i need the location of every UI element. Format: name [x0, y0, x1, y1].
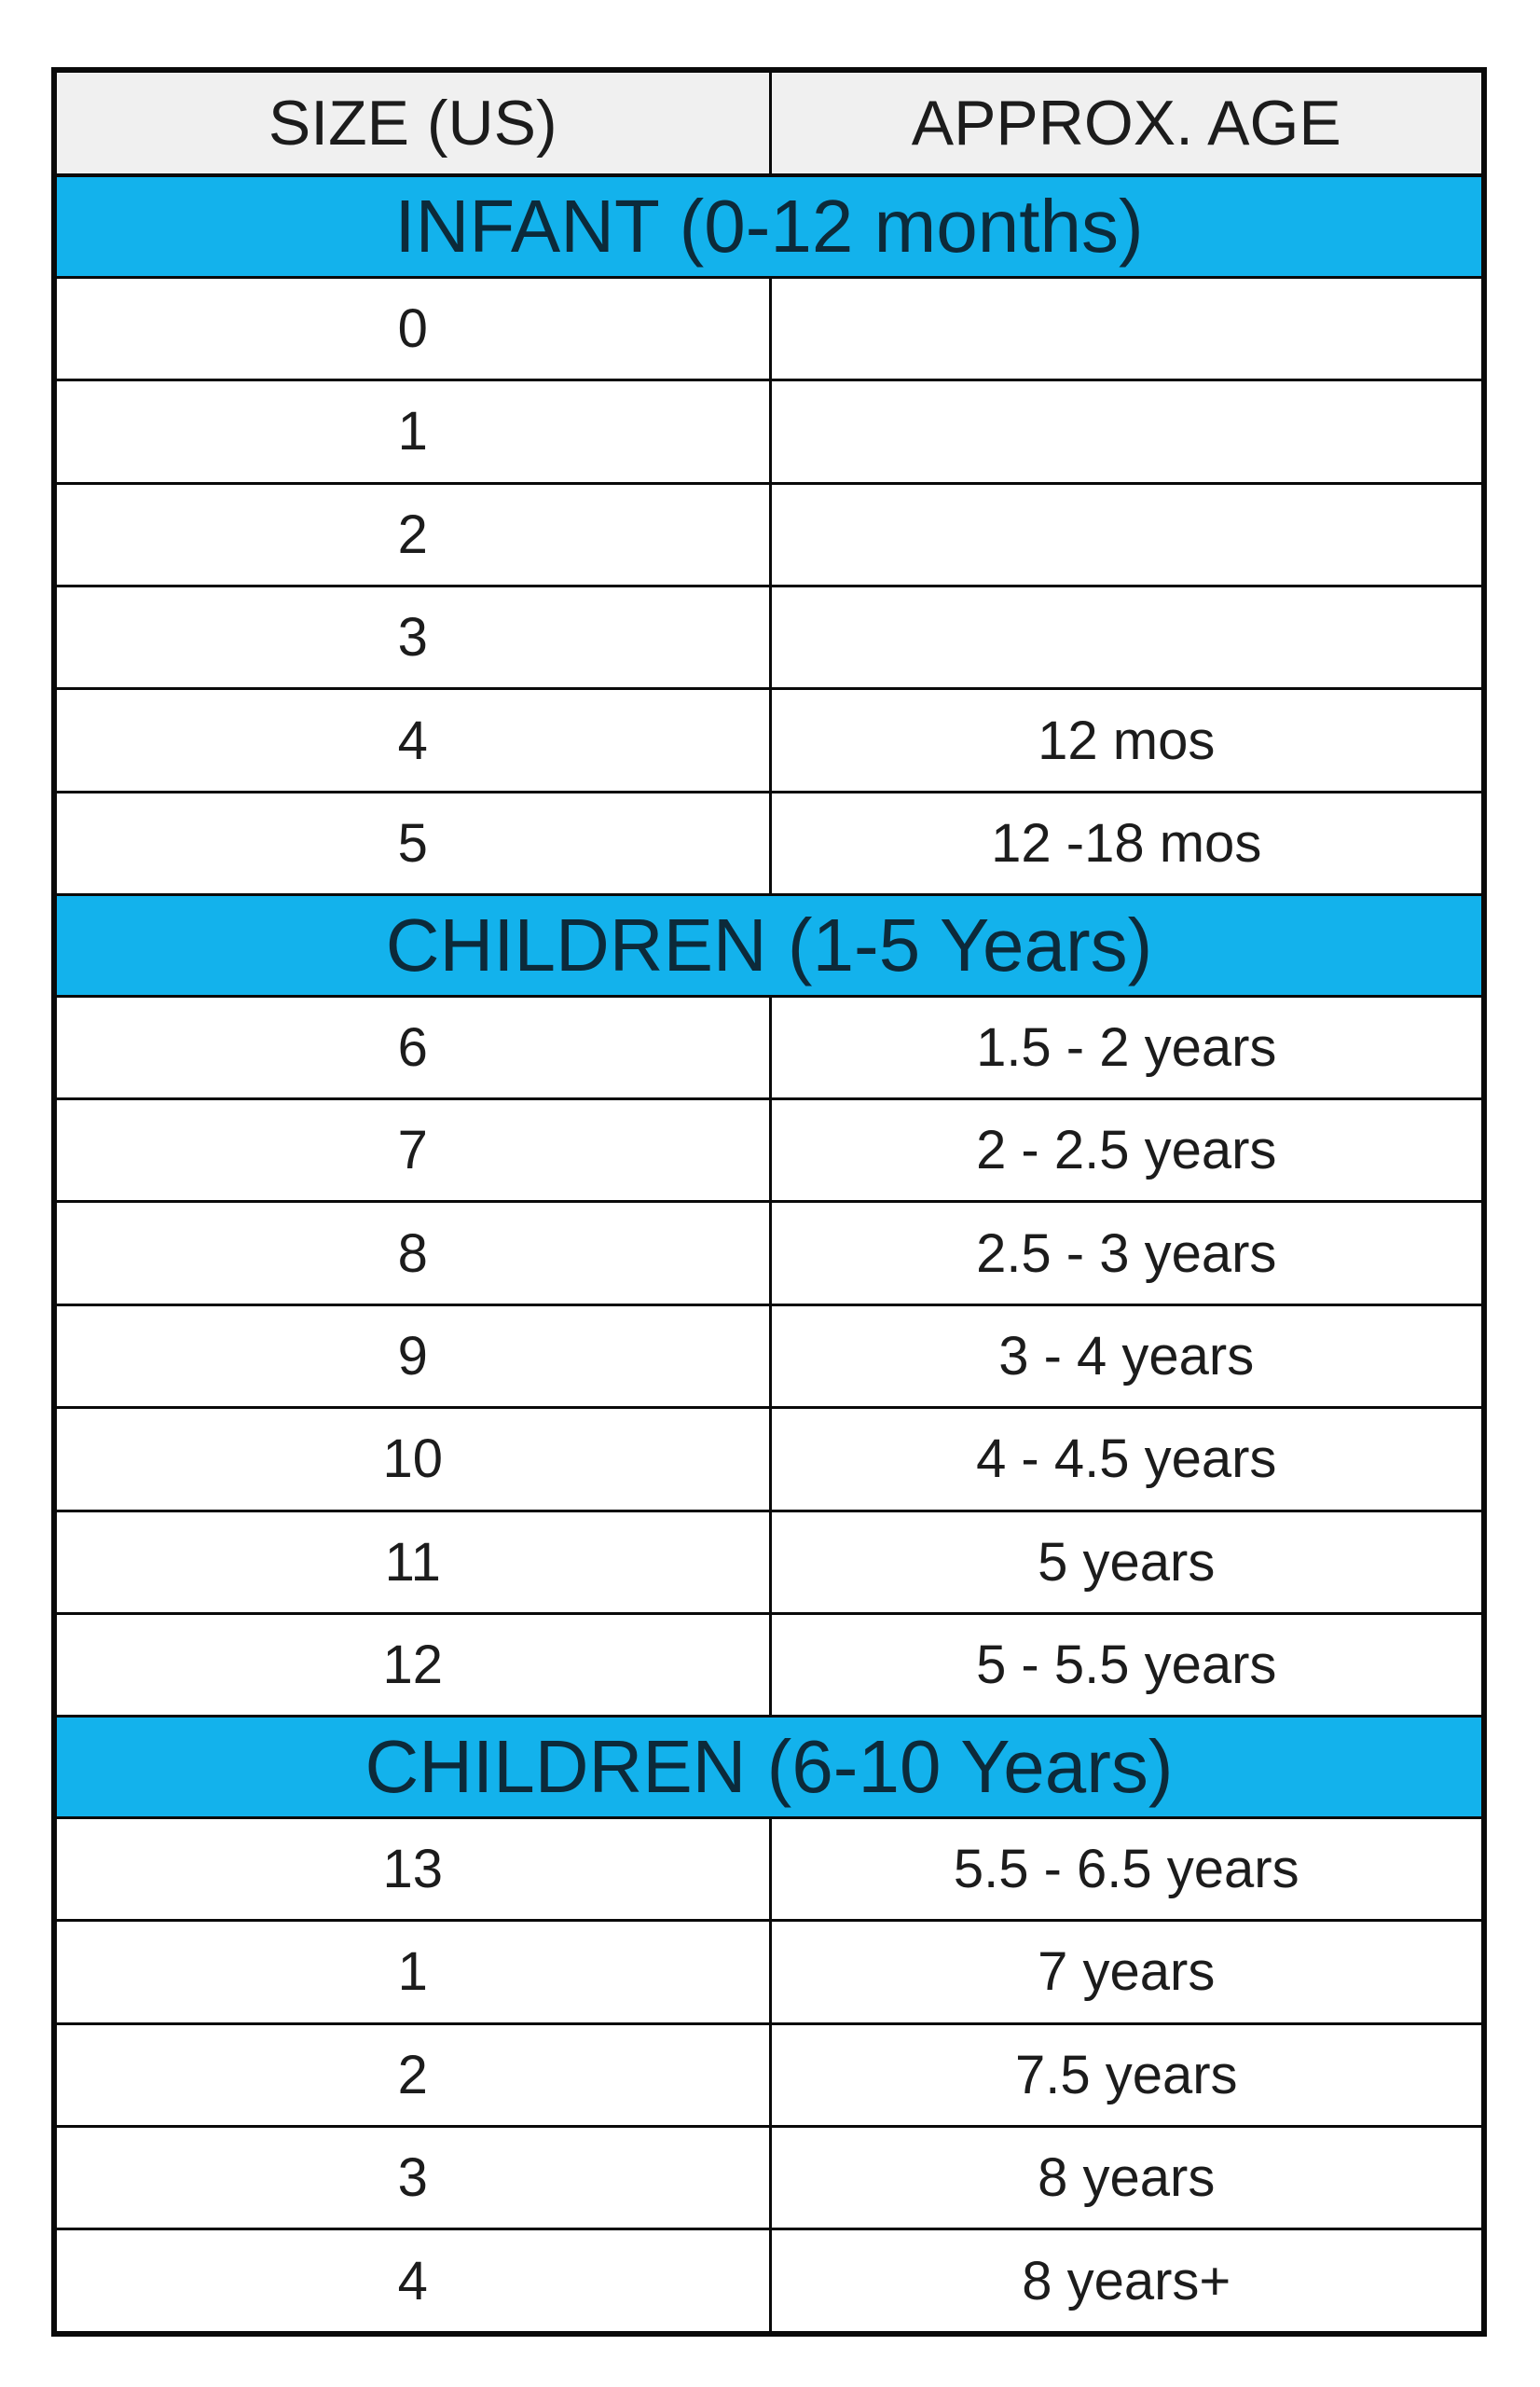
table-row: 2 7.5 years — [57, 2023, 1481, 2129]
age-cell: 5 - 5.5 years — [770, 1613, 1481, 1718]
size-chart: SIZE (US) APPROX. AGE INFANT (0-12 month… — [51, 67, 1487, 2337]
section-title: CHILDREN (1-5 Years) — [57, 893, 1481, 998]
size-cell: 6 — [57, 996, 772, 1100]
age-cell: 12 mos — [770, 688, 1481, 793]
size-cell: 3 — [57, 586, 772, 691]
section-header-children-1-5: CHILDREN (1-5 Years) — [57, 893, 1481, 998]
table-row: 2 — [57, 483, 1481, 588]
table-row: 7 2 - 2.5 years — [57, 1098, 1481, 1204]
size-cell: 10 — [57, 1407, 772, 1512]
section-header-children-6-10: CHILDREN (6-10 Years) — [57, 1715, 1481, 1819]
age-cell — [770, 379, 1481, 485]
table-row: 13 5.5 - 6.5 years — [57, 1817, 1481, 1923]
age-cell: 5 years — [770, 1511, 1481, 1616]
table-row: 9 3 - 4 years — [57, 1304, 1481, 1410]
age-cell: 8 years — [770, 2126, 1481, 2231]
age-cell: 5.5 - 6.5 years — [770, 1817, 1481, 1923]
table-row: 3 — [57, 586, 1481, 691]
table-row: 10 4 - 4.5 years — [57, 1407, 1481, 1512]
age-cell: 12 -18 mos — [770, 792, 1481, 897]
age-cell: 4 - 4.5 years — [770, 1407, 1481, 1512]
size-cell: 1 — [57, 1920, 772, 2025]
age-cell: 1.5 - 2 years — [770, 996, 1481, 1100]
table-row: 12 5 - 5.5 years — [57, 1613, 1481, 1718]
size-cell: 7 — [57, 1098, 772, 1204]
table-row: 5 12 -18 mos — [57, 792, 1481, 897]
table-row: 8 2.5 - 3 years — [57, 1201, 1481, 1306]
size-column-header: SIZE (US) — [57, 73, 772, 178]
age-cell: 8 years+ — [1022, 2250, 1231, 2311]
age-cell: 3 - 4 years — [770, 1304, 1481, 1410]
size-cell: 8 — [57, 1201, 772, 1306]
table-row: 4 12 mos — [57, 688, 1481, 793]
size-cell: 0 — [57, 277, 772, 382]
table-row: 6 1.5 - 2 years — [57, 996, 1481, 1100]
size-cell: 4 — [57, 688, 772, 793]
table-row: 1 7 years — [57, 1920, 1481, 2025]
age-column-header: APPROX. AGE — [770, 73, 1481, 178]
size-cell: 11 — [57, 1511, 772, 1616]
size-table: SIZE (US) APPROX. AGE INFANT (0-12 month… — [57, 73, 1481, 2331]
size-cell: 9 — [57, 1304, 772, 1410]
section-header-infant: INFANT (0-12 months) — [57, 173, 1481, 279]
section-title: INFANT (0-12 months) — [57, 173, 1481, 279]
table-row: 4 8 years+ — [57, 2228, 1481, 2331]
table-row: 1 — [57, 379, 1481, 485]
table-row: 3 8 years — [57, 2126, 1481, 2231]
size-cell: 5 — [57, 792, 772, 897]
size-cell: 12 — [57, 1613, 772, 1718]
size-cell: 1 — [57, 379, 772, 485]
size-cell: 4 — [57, 2228, 772, 2331]
age-cell: 2 - 2.5 years — [770, 1098, 1481, 1204]
age-cell: 7 years — [770, 1920, 1481, 2025]
table-row: 0 — [57, 277, 1481, 382]
header-row: SIZE (US) APPROX. AGE — [57, 73, 1481, 178]
table-row: 11 5 years — [57, 1511, 1481, 1616]
age-cell — [770, 586, 1481, 691]
size-cell: 3 — [57, 2126, 772, 2231]
age-cell: 7.5 years — [770, 2023, 1481, 2129]
age-cell — [770, 277, 1481, 382]
size-cell: 13 — [57, 1817, 772, 1923]
section-title: CHILDREN (6-10 Years) — [57, 1715, 1481, 1819]
size-cell: 2 — [57, 2023, 772, 2129]
size-cell: 2 — [57, 483, 772, 588]
age-cell — [770, 483, 1481, 588]
age-cell: 2.5 - 3 years — [770, 1201, 1481, 1306]
